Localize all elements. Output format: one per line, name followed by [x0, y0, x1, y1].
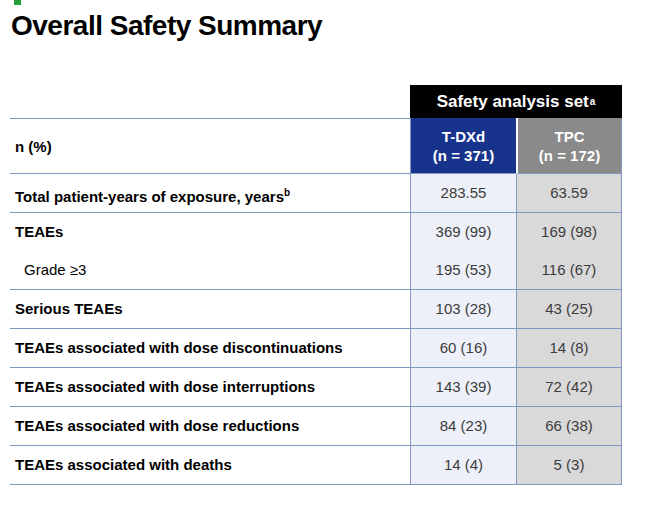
table-row-tdxd-value-cell: 14 (4): [410, 446, 516, 485]
span-header-superscript: a: [590, 96, 596, 107]
column-header-tdxd-n: (n = 371): [433, 146, 494, 165]
table-row-label-cell: Serious TEAEs: [10, 290, 410, 329]
column-header-tpc-n: (n = 172): [539, 146, 600, 165]
tpc-value: 63.59: [517, 174, 621, 212]
table-row-label-cell: TEAEs associated with dose reductions: [10, 407, 410, 446]
tpc-value: 43 (25): [517, 290, 621, 328]
column-header-tpc: TPC (n = 172): [516, 118, 622, 174]
tdxd-value: 103 (28): [411, 290, 516, 328]
slide: Overall Safety Summary Safety analysis s…: [0, 0, 655, 515]
row-label-superscript: b: [284, 187, 290, 198]
table-row-tpc-value-cell: 63.59: [516, 174, 622, 213]
table-row-tdxd-value-cell: 84 (23): [410, 407, 516, 446]
span-header-safety-analysis-set: Safety analysis seta: [410, 85, 622, 118]
row-label: TEAEs: [15, 213, 410, 251]
slide-accent-mark: [14, 0, 21, 5]
column-header-tdxd: T-DXd (n = 371): [410, 118, 516, 174]
table-row-tpc-value-cell: 66 (38): [516, 407, 622, 446]
row-label: TEAEs associated with deaths: [15, 446, 410, 484]
row-label: Serious TEAEs: [15, 290, 410, 328]
table-row-label-cell: TEAEs associated with dose discontinuati…: [10, 329, 410, 368]
table-row-tpc-value-cell: 43 (25): [516, 290, 622, 329]
table-row-tpc-value-cell: 14 (8): [516, 329, 622, 368]
safety-summary-table: Safety analysis seta n (%) T-DXd (n = 37…: [10, 85, 622, 485]
row-label: TEAEs associated with dose interruptions: [15, 368, 410, 406]
table-row-tdxd-value-cell: 143 (39): [410, 368, 516, 407]
tdxd-value: 14 (4): [411, 446, 516, 484]
tdxd-value: 60 (16): [411, 329, 516, 367]
table-row-tdxd-value-cell: 283.55: [410, 174, 516, 213]
span-header-text: Safety analysis set: [437, 92, 589, 112]
tpc-value: 116 (67): [517, 251, 621, 289]
row-label: Total patient-years of exposure, yearsb: [15, 174, 410, 212]
column-header-tpc-name: TPC: [555, 127, 585, 146]
tdxd-value: 369 (99): [411, 213, 516, 251]
tdxd-value: 195 (53): [411, 251, 516, 289]
table-row-tdxd-value-cell: 103 (28): [410, 290, 516, 329]
table-corner-spacer: [10, 85, 410, 118]
table-row-tpc-value-cell: 169 (98)116 (67): [516, 213, 622, 290]
table-row-tpc-value-cell: 5 (3): [516, 446, 622, 485]
table-row-tdxd-value-cell: 60 (16): [410, 329, 516, 368]
stub-header-n-pct: n (%): [10, 118, 410, 174]
tpc-value: 14 (8): [517, 329, 621, 367]
table-row-tpc-value-cell: 72 (42): [516, 368, 622, 407]
table-row-label-cell: Total patient-years of exposure, yearsb: [10, 174, 410, 213]
row-label: Grade ≥3: [15, 251, 410, 289]
column-header-tdxd-name: T-DXd: [442, 127, 485, 146]
tdxd-value: 143 (39): [411, 368, 516, 406]
page-title: Overall Safety Summary: [11, 10, 322, 42]
row-label: TEAEs associated with dose discontinuati…: [15, 329, 410, 367]
row-label: TEAEs associated with dose reductions: [15, 407, 410, 445]
tpc-value: 72 (42): [517, 368, 621, 406]
tdxd-value: 283.55: [411, 174, 516, 212]
tdxd-value: 84 (23): [411, 407, 516, 445]
tpc-value: 169 (98): [517, 213, 621, 251]
table-row-label-cell: TEAEs associated with dose interruptions: [10, 368, 410, 407]
tpc-value: 66 (38): [517, 407, 621, 445]
tpc-value: 5 (3): [517, 446, 621, 484]
table-row-tdxd-value-cell: 369 (99)195 (53): [410, 213, 516, 290]
table-row-label-cell: TEAEsGrade ≥3: [10, 213, 410, 290]
table-row-label-cell: TEAEs associated with deaths: [10, 446, 410, 485]
